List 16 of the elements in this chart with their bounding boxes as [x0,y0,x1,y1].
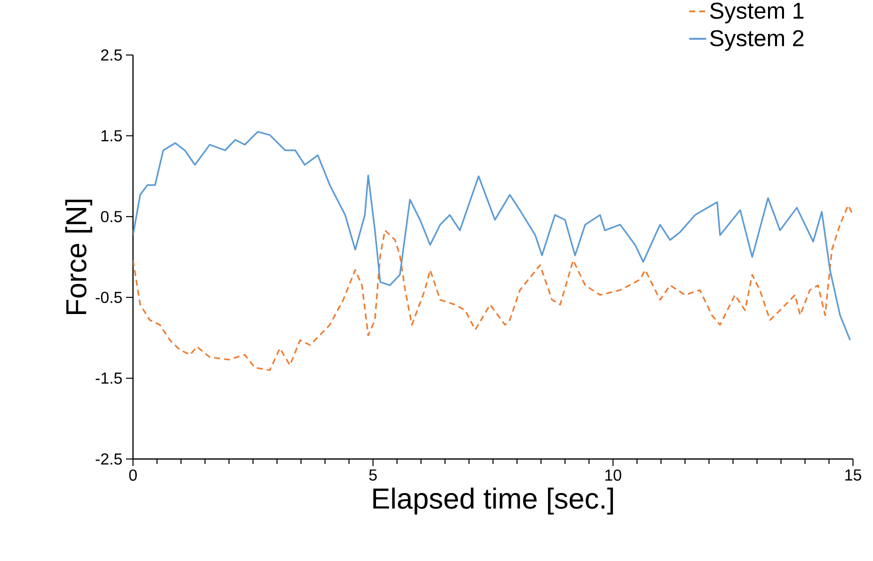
y-axis-title: Force [N] [65,200,92,314]
line-series [133,130,851,342]
x-tick-label: 15 [845,469,862,481]
y-tick-label: -0.5 [96,292,122,304]
line-series [133,204,854,371]
x-tick-label: 0 [129,470,137,481]
y-tick-label: 2.5 [101,49,122,61]
legend-label: System 2 [710,30,804,51]
x-axis-title: Elapsed time [sec.] [373,488,613,515]
x-tick-label: 5 [369,469,377,481]
legend-label: System 1 [710,2,804,24]
y-tick-label: -2.5 [96,453,122,465]
y-tick-label: 1.5 [102,130,122,142]
y-tick-label: -1.5 [96,372,122,384]
y-tick-label: 0.5 [100,210,122,222]
x-tick-label: 10 [605,470,622,481]
